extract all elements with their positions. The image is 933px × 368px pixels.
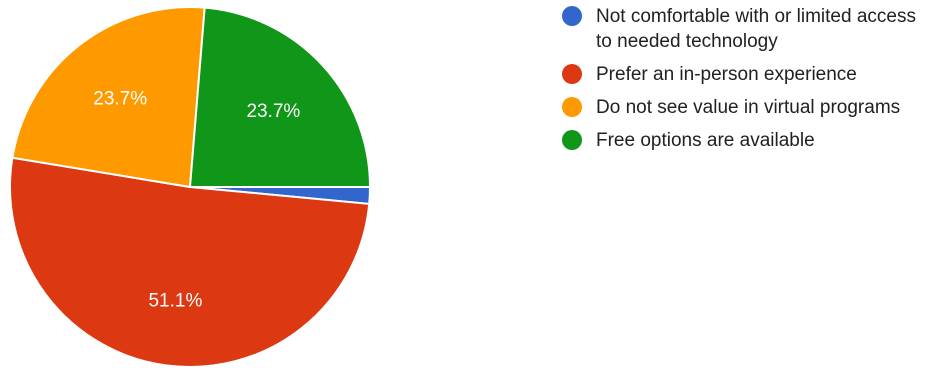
legend-swatch-no-value <box>562 97 582 117</box>
slice-percent-label: 23.7% <box>93 89 147 110</box>
slice-percent-label: 23.7% <box>246 101 300 122</box>
slice-no-value[interactable] <box>11 6 206 189</box>
legend-label: Do not see value in virtual programs <box>596 97 901 118</box>
legend-label: Not comfortable with or limited access t… <box>596 6 916 52</box>
slice-in-person[interactable] <box>9 156 371 368</box>
legend-label: Prefer an in-person experience <box>596 64 857 85</box>
legend-swatch-free-options <box>562 130 582 150</box>
legend-item-in-person[interactable]: Prefer an in-person experience <box>562 62 932 87</box>
slice-percent-label: 51.1% <box>148 290 202 311</box>
legend-label: Free options are available <box>596 130 815 151</box>
slice-free-options[interactable] <box>188 6 372 188</box>
legend-item-technology[interactable]: Not comfortable with or limited access t… <box>562 4 932 54</box>
legend-swatch-in-person <box>562 64 582 84</box>
legend-item-no-value[interactable]: Do not see value in virtual programs <box>562 95 932 120</box>
legend-swatch-technology <box>562 6 582 26</box>
chart-legend: Not comfortable with or limited access t… <box>562 4 932 161</box>
legend-item-free-options[interactable]: Free options are available <box>562 128 932 153</box>
